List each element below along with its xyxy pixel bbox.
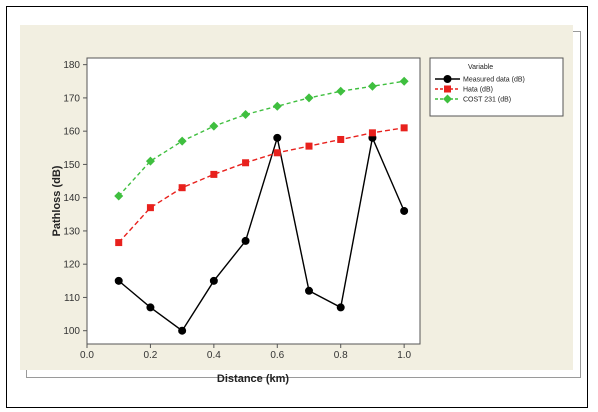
- data-point-hata: [210, 170, 218, 178]
- legend-swatch-marker: [443, 75, 452, 83]
- legend-item-cost231: COST 231 (dB): [435, 94, 511, 104]
- data-point-hata: [146, 204, 154, 212]
- y-tick-label: 150: [63, 160, 80, 171]
- legend-swatch-marker: [443, 94, 452, 104]
- data-point-cost231: [114, 191, 124, 201]
- y-axis-label: Pathloss (dB): [51, 165, 63, 236]
- x-tick-label: 0.0: [80, 350, 94, 361]
- data-point-measured: [241, 236, 250, 245]
- legend-title: Variable: [468, 64, 493, 71]
- data-point-cost231: [367, 81, 377, 91]
- data-point-measured: [273, 133, 282, 142]
- y-tick-label: 120: [63, 260, 80, 271]
- legend-label: Measured data (dB): [463, 77, 525, 84]
- data-point-hata: [115, 239, 123, 247]
- y-tick-label: 140: [63, 193, 80, 204]
- data-point-hata: [178, 184, 186, 192]
- y-tick-label: 160: [63, 127, 80, 138]
- data-point-measured: [209, 276, 218, 285]
- y-tick-label: 170: [63, 93, 80, 104]
- series-line-measured: [118, 135, 405, 332]
- legend-item-measured: Measured data (dB): [435, 75, 525, 84]
- y-axis: 100 110 120 130 140 150 160 170 180: [63, 60, 87, 337]
- data-point-hata: [400, 124, 408, 132]
- y-tick-label: 110: [64, 293, 80, 304]
- plot-area: [86, 57, 421, 345]
- data-point-cost231: [304, 93, 314, 103]
- data-point-measured: [178, 326, 187, 335]
- x-tick-label: 0.4: [207, 350, 221, 361]
- x-tick-label: 0.8: [334, 350, 348, 361]
- legend-box: [429, 57, 564, 117]
- series-line-cost231: [118, 80, 405, 197]
- legend: Variable Measured data (dB) Hata (dB) COST…: [429, 57, 564, 117]
- data-point-cost231: [336, 86, 346, 96]
- y-tick-label: 100: [63, 326, 80, 337]
- data-point-cost231: [399, 76, 409, 86]
- series-measured: [114, 133, 409, 335]
- series-hata: [115, 124, 408, 247]
- data-point-hata: [242, 159, 250, 167]
- data-point-measured: [336, 303, 345, 312]
- data-point-measured: [305, 286, 313, 295]
- data-point-hata: [337, 135, 345, 143]
- x-tick-label: 1.0: [397, 350, 411, 361]
- data-point-measured: [114, 276, 123, 285]
- legend-label: COST 231 (dB): [463, 97, 511, 104]
- data-point-cost231: [241, 110, 251, 120]
- x-tick-label: 0.2: [143, 350, 157, 361]
- data-point-measured: [146, 303, 155, 312]
- y-tick-label: 130: [63, 226, 80, 237]
- legend-label: Hata (dB): [463, 87, 493, 94]
- series-cost231: [114, 76, 409, 201]
- data-point-measured: [400, 206, 409, 215]
- x-axis: 0.0 0.2 0.4 0.6 0.8 1.0: [80, 344, 412, 361]
- x-tick-label: 0.6: [270, 350, 284, 361]
- series-line-hata: [118, 127, 405, 244]
- series-layer: [114, 76, 409, 335]
- data-point-cost231: [145, 156, 155, 166]
- legend-swatch-marker: [444, 85, 451, 93]
- data-point-cost231: [272, 101, 282, 111]
- data-point-hata: [305, 142, 313, 150]
- x-axis-label: Distance (km): [217, 373, 289, 385]
- data-point-hata: [368, 129, 376, 137]
- legend-item-hata: Hata (dB): [435, 85, 493, 94]
- data-point-cost231: [209, 121, 219, 131]
- y-tick-label: 180: [63, 60, 80, 71]
- data-point-cost231: [177, 136, 187, 146]
- data-point-hata: [273, 149, 281, 157]
